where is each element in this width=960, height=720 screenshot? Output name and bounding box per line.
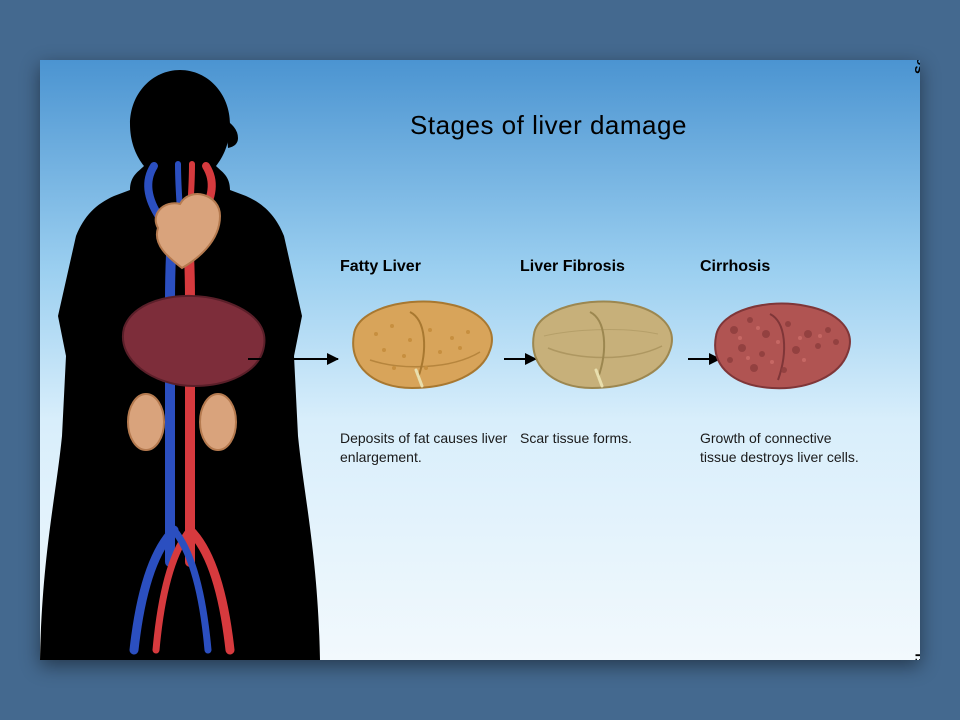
stage-cirrhosis: Cirrhosis Growth of connec­tive tissue <box>700 258 870 467</box>
slide-card: Stages of liver damage Fatty Liver Depos… <box>40 60 920 660</box>
body-silhouette <box>40 60 320 660</box>
stage-title: Liver Fibrosis <box>520 258 690 276</box>
stage-desc: Growth of connec­tive tissue destroys li… <box>700 429 870 467</box>
stage-title: Cirrhosis <box>700 258 870 276</box>
stages-row: Fatty Liver Deposits of fat causes liver… <box>340 258 870 467</box>
brand-mark: DER SPIEGEL <box>912 648 920 660</box>
page-title: Stages of liver damage <box>410 110 687 141</box>
stage-fatty-liver: Fatty Liver Deposits of fat causes liver… <box>340 258 510 467</box>
source-credit: Source: DER SPIEGEL 38/2000 <box>912 60 920 74</box>
cirrhosis-liver-icon <box>700 290 860 400</box>
fibrosis-liver-icon <box>520 290 680 400</box>
stage-liver-fibrosis: Liver Fibrosis Scar tissue forms. <box>520 258 690 467</box>
stage-desc: Scar tissue forms. <box>520 429 690 448</box>
stage-desc: Deposits of fat causes liver enlargement… <box>340 429 510 467</box>
stage-title: Fatty Liver <box>340 258 510 276</box>
arrow-body-to-stage1 <box>248 358 338 360</box>
fatty-liver-icon <box>340 290 500 400</box>
